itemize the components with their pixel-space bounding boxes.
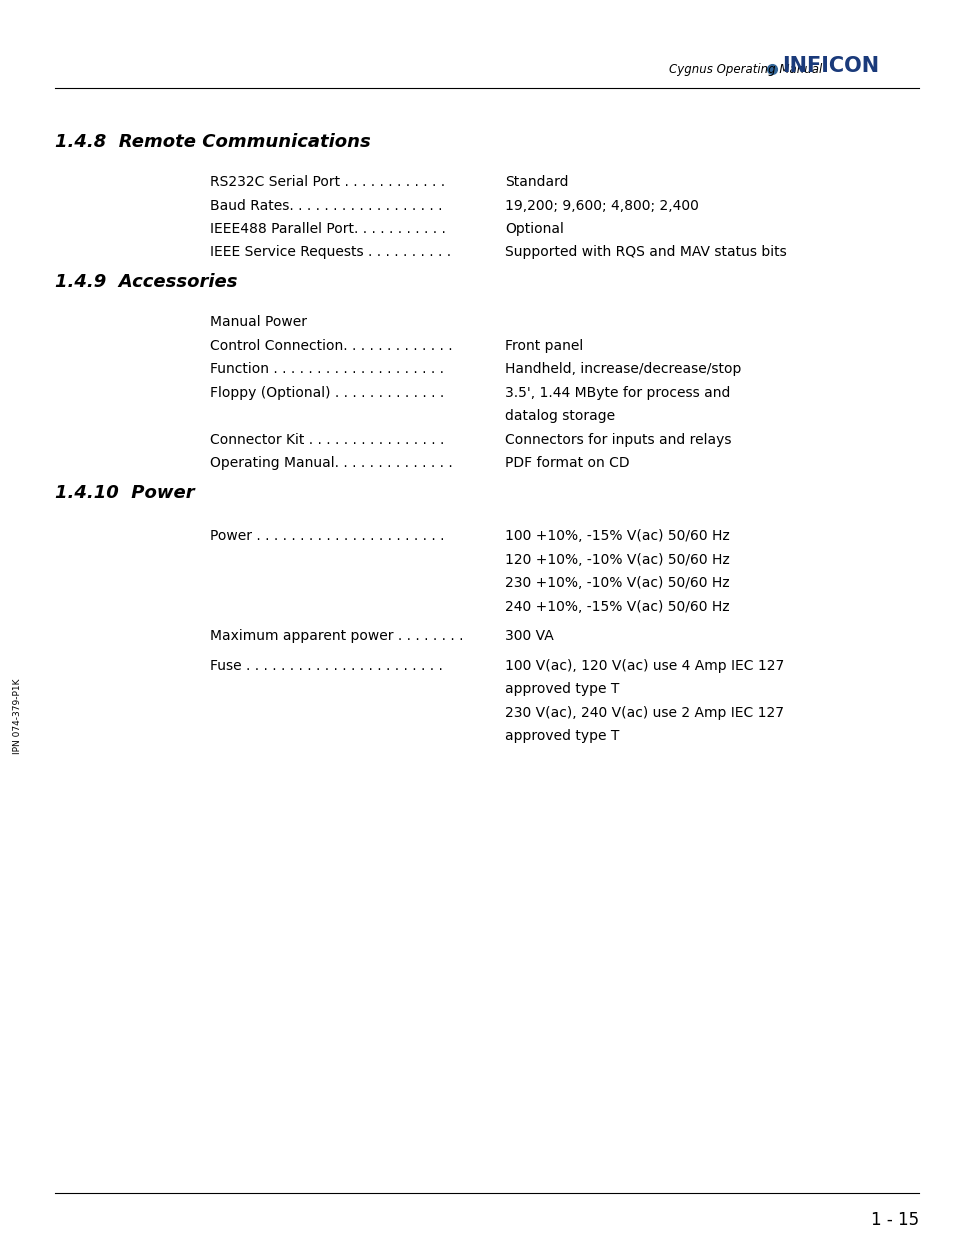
Text: 3.5', 1.44 MByte for process and: 3.5', 1.44 MByte for process and: [504, 387, 730, 400]
Text: 240 +10%, -15% V(ac) 50/60 Hz: 240 +10%, -15% V(ac) 50/60 Hz: [504, 600, 729, 614]
Text: Operating Manual. . . . . . . . . . . . . .: Operating Manual. . . . . . . . . . . . …: [210, 457, 453, 471]
Text: 19,200; 9,600; 4,800; 2,400: 19,200; 9,600; 4,800; 2,400: [504, 199, 699, 212]
Text: INFICON: INFICON: [781, 56, 879, 77]
Text: 120 +10%, -10% V(ac) 50/60 Hz: 120 +10%, -10% V(ac) 50/60 Hz: [504, 553, 729, 567]
Text: approved type T: approved type T: [504, 683, 618, 697]
Text: datalog storage: datalog storage: [504, 410, 615, 424]
Text: 1.4.8  Remote Communications: 1.4.8 Remote Communications: [55, 133, 371, 151]
Text: Maximum apparent power . . . . . . . .: Maximum apparent power . . . . . . . .: [210, 630, 463, 643]
Text: IEEE488 Parallel Port. . . . . . . . . . .: IEEE488 Parallel Port. . . . . . . . . .…: [210, 222, 445, 236]
Text: RS232C Serial Port . . . . . . . . . . . .: RS232C Serial Port . . . . . . . . . . .…: [210, 175, 445, 189]
Text: 1.4.9  Accessories: 1.4.9 Accessories: [55, 273, 237, 291]
Text: Cygnus Operating Manual: Cygnus Operating Manual: [668, 63, 821, 77]
Text: 1.4.10  Power: 1.4.10 Power: [55, 484, 194, 503]
Text: Connectors for inputs and relays: Connectors for inputs and relays: [504, 433, 731, 447]
Text: IPN 074-379-P1K: IPN 074-379-P1K: [13, 678, 23, 755]
Text: 300 VA: 300 VA: [504, 630, 553, 643]
Text: Control Connection. . . . . . . . . . . . .: Control Connection. . . . . . . . . . . …: [210, 338, 452, 353]
Text: Connector Kit . . . . . . . . . . . . . . . .: Connector Kit . . . . . . . . . . . . . …: [210, 433, 444, 447]
Text: Power . . . . . . . . . . . . . . . . . . . . . .: Power . . . . . . . . . . . . . . . . . …: [210, 530, 444, 543]
Text: IEEE Service Requests . . . . . . . . . .: IEEE Service Requests . . . . . . . . . …: [210, 246, 451, 259]
Text: Supported with RQS and MAV status bits: Supported with RQS and MAV status bits: [504, 246, 786, 259]
Text: PDF format on CD: PDF format on CD: [504, 457, 629, 471]
Text: Baud Rates. . . . . . . . . . . . . . . . . .: Baud Rates. . . . . . . . . . . . . . . …: [210, 199, 442, 212]
Text: approved type T: approved type T: [504, 730, 618, 743]
Text: 100 +10%, -15% V(ac) 50/60 Hz: 100 +10%, -15% V(ac) 50/60 Hz: [504, 530, 729, 543]
Text: Fuse . . . . . . . . . . . . . . . . . . . . . . .: Fuse . . . . . . . . . . . . . . . . . .…: [210, 659, 442, 673]
Text: Standard: Standard: [504, 175, 568, 189]
Text: Manual Power: Manual Power: [210, 315, 307, 330]
Text: 100 V(ac), 120 V(ac) use 4 Amp IEC 127: 100 V(ac), 120 V(ac) use 4 Amp IEC 127: [504, 659, 783, 673]
Text: Front panel: Front panel: [504, 338, 582, 353]
Text: Handheld, increase/decrease/stop: Handheld, increase/decrease/stop: [504, 363, 740, 377]
Text: Optional: Optional: [504, 222, 563, 236]
Text: 230 V(ac), 240 V(ac) use 2 Amp IEC 127: 230 V(ac), 240 V(ac) use 2 Amp IEC 127: [504, 706, 783, 720]
Text: 1 - 15: 1 - 15: [870, 1212, 918, 1229]
Text: 230 +10%, -10% V(ac) 50/60 Hz: 230 +10%, -10% V(ac) 50/60 Hz: [504, 577, 729, 590]
Text: Function . . . . . . . . . . . . . . . . . . . .: Function . . . . . . . . . . . . . . . .…: [210, 363, 443, 377]
Text: Floppy (Optional) . . . . . . . . . . . . .: Floppy (Optional) . . . . . . . . . . . …: [210, 387, 444, 400]
